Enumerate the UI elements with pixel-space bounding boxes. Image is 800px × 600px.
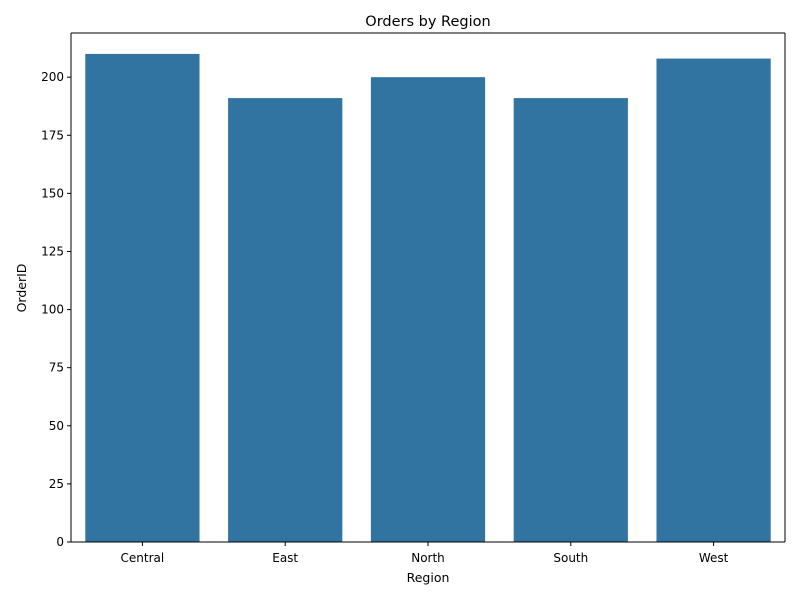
x-tick-label: Central: [121, 551, 165, 565]
y-tick-label: 75: [49, 361, 64, 375]
bar-west: [656, 58, 771, 542]
bars-group: [85, 53, 771, 542]
y-tick-label: 175: [41, 128, 64, 142]
y-tick-label: 25: [49, 477, 64, 491]
x-tick-label: North: [411, 551, 445, 565]
y-tick-label: 125: [41, 244, 64, 258]
y-tick-label: 0: [56, 535, 64, 549]
y-axis-ticks: 0 25 50 75 100 125 150 175 200: [41, 70, 71, 549]
bar-south: [513, 98, 628, 542]
bar-central: [85, 53, 200, 542]
y-tick-label: 50: [49, 419, 64, 433]
x-tick-label: East: [272, 551, 298, 565]
bar-east: [228, 98, 343, 542]
y-tick-label: 200: [41, 70, 64, 84]
x-axis-ticks: Central East North South West: [121, 542, 729, 565]
bar-north: [370, 77, 486, 542]
y-axis-label: OrderID: [14, 264, 29, 313]
x-tick-label: West: [699, 551, 729, 565]
x-tick-label: South: [553, 551, 588, 565]
y-tick-label: 150: [41, 186, 64, 200]
chart-title: Orders by Region: [365, 14, 490, 30]
x-axis-label: Region: [407, 570, 450, 585]
y-tick-label: 100: [41, 303, 64, 317]
